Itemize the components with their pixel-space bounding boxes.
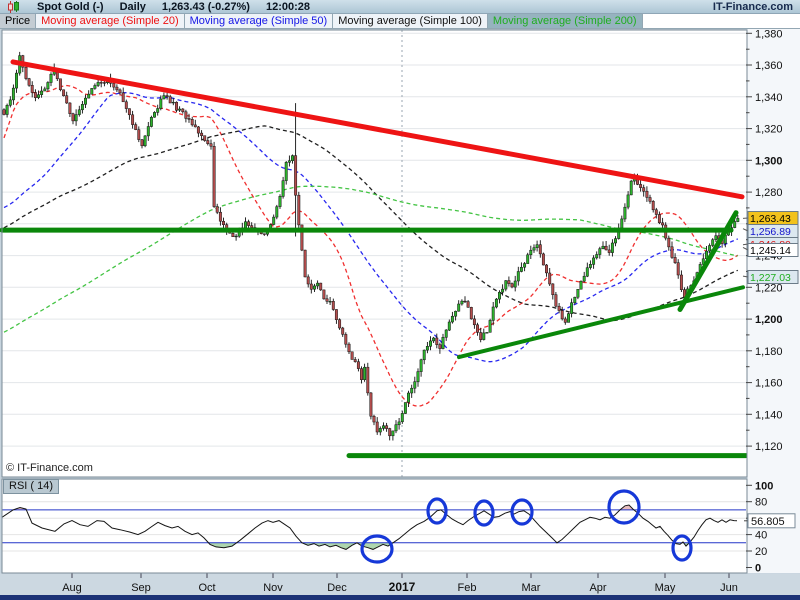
candlestick-series: [2, 51, 740, 441]
candlestick-icon: [7, 0, 21, 13]
svg-text:Jun: Jun: [720, 582, 738, 594]
svg-text:Oct: Oct: [198, 582, 215, 594]
rsi-indicator-label[interactable]: RSI ( 14): [3, 479, 60, 494]
svg-text:Feb: Feb: [458, 582, 477, 594]
svg-text:1,320: 1,320: [755, 124, 783, 136]
bottom-status-bar: [0, 595, 800, 600]
svg-text:1,200: 1,200: [755, 314, 783, 326]
svg-text:1,263.43: 1,263.43: [750, 213, 791, 225]
svg-text:Nov: Nov: [263, 582, 283, 594]
price-and-rsi-chart[interactable]: 1,3801,3601,3401,3201,3001,2801,2601,240…: [0, 29, 800, 600]
svg-text:Aug: Aug: [62, 582, 82, 594]
svg-text:80: 80: [755, 497, 767, 509]
ma-50-line[interactable]: [3, 92, 739, 363]
ma-20-line[interactable]: [3, 84, 739, 407]
instrument-name: Spot Gold (-): [37, 0, 104, 13]
legend-chip-ma-50[interactable]: Moving average (Simple 50): [184, 14, 334, 28]
svg-text:1,360: 1,360: [755, 60, 783, 72]
price-value-labels: 1,263.431,256.891,246.801,245.141,227.03: [742, 211, 799, 284]
svg-text:0: 0: [755, 563, 761, 575]
svg-text:100: 100: [755, 480, 773, 492]
legend-chip-ma-20[interactable]: Moving average (Simple 20): [36, 14, 185, 28]
svg-text:1,340: 1,340: [755, 92, 783, 104]
trendline-steep-ascending-support[interactable]: [677, 210, 739, 312]
svg-text:Sep: Sep: [131, 582, 151, 594]
svg-text:1,180: 1,180: [755, 346, 783, 358]
svg-text:20: 20: [755, 546, 767, 558]
svg-text:1,160: 1,160: [755, 378, 783, 390]
ma100-value-label: 1,245.14: [742, 243, 799, 257]
svg-text:1,380: 1,380: [755, 29, 783, 40]
svg-text:1,227.03: 1,227.03: [750, 272, 791, 284]
ma200-value-label: 1,227.03: [742, 270, 799, 284]
svg-text:1,300: 1,300: [755, 155, 783, 167]
legend-chip-ma-100[interactable]: Moving average (Simple 100): [333, 14, 488, 28]
svg-text:1,220: 1,220: [755, 282, 783, 294]
svg-text:Apr: Apr: [589, 582, 606, 594]
ma50-value-label: 1,256.89: [742, 224, 799, 238]
quote-time: 12:00:28: [265, 0, 310, 13]
svg-text:1,120: 1,120: [755, 441, 783, 453]
time-axis: Aug Sep Oct Nov Dec 2017 Feb Mar Apr May Jun: [0, 573, 800, 595]
rsi-axis: 100 80 40 20 0 56.805: [744, 480, 796, 575]
price-gridlines: [2, 32, 746, 447]
last-quote: 1,263.43 (-0.27%): [161, 0, 250, 13]
svg-text:1,256.89: 1,256.89: [750, 226, 791, 238]
legend-chip-price[interactable]: Price: [0, 14, 37, 28]
last-price-label: 1,263.43: [742, 211, 799, 225]
title-bar: Spot Gold (-) Daily 1,263.43 (-0.27%) 12…: [0, 0, 800, 14]
timeframe-label: Daily: [119, 0, 146, 13]
trendline-descending-resistance[interactable]: [10, 59, 745, 200]
svg-text:2017: 2017: [389, 580, 416, 594]
svg-text:May: May: [655, 582, 676, 594]
indicator-legend-bar: Price Moving average (Simple 20) Moving av…: [0, 14, 800, 29]
rsi-line: [1, 504, 738, 550]
rsi-annotation-circles[interactable]: [360, 489, 693, 564]
price-axis: 1,3801,3601,3401,3201,3001,2801,2601,240…: [746, 29, 800, 573]
svg-text:40: 40: [755, 530, 767, 542]
price-pane[interactable]: [0, 29, 749, 478]
trendline-ascending-support[interactable]: [457, 285, 745, 360]
legend-chip-ma-200[interactable]: Moving average (Simple 200): [487, 14, 643, 28]
svg-text:Dec: Dec: [327, 582, 347, 594]
svg-text:56.805: 56.805: [751, 516, 785, 528]
svg-text:1,140: 1,140: [755, 409, 783, 421]
rsi-pane[interactable]: [1, 478, 748, 574]
watermark: © IT-Finance.com: [6, 462, 93, 474]
brand-label: IT-Finance.com: [712, 0, 793, 13]
svg-text:1,245.14: 1,245.14: [750, 245, 791, 257]
svg-text:Mar: Mar: [522, 582, 541, 594]
rsi-current-value-label: 56.805: [744, 513, 796, 529]
svg-text:1,280: 1,280: [755, 187, 783, 199]
